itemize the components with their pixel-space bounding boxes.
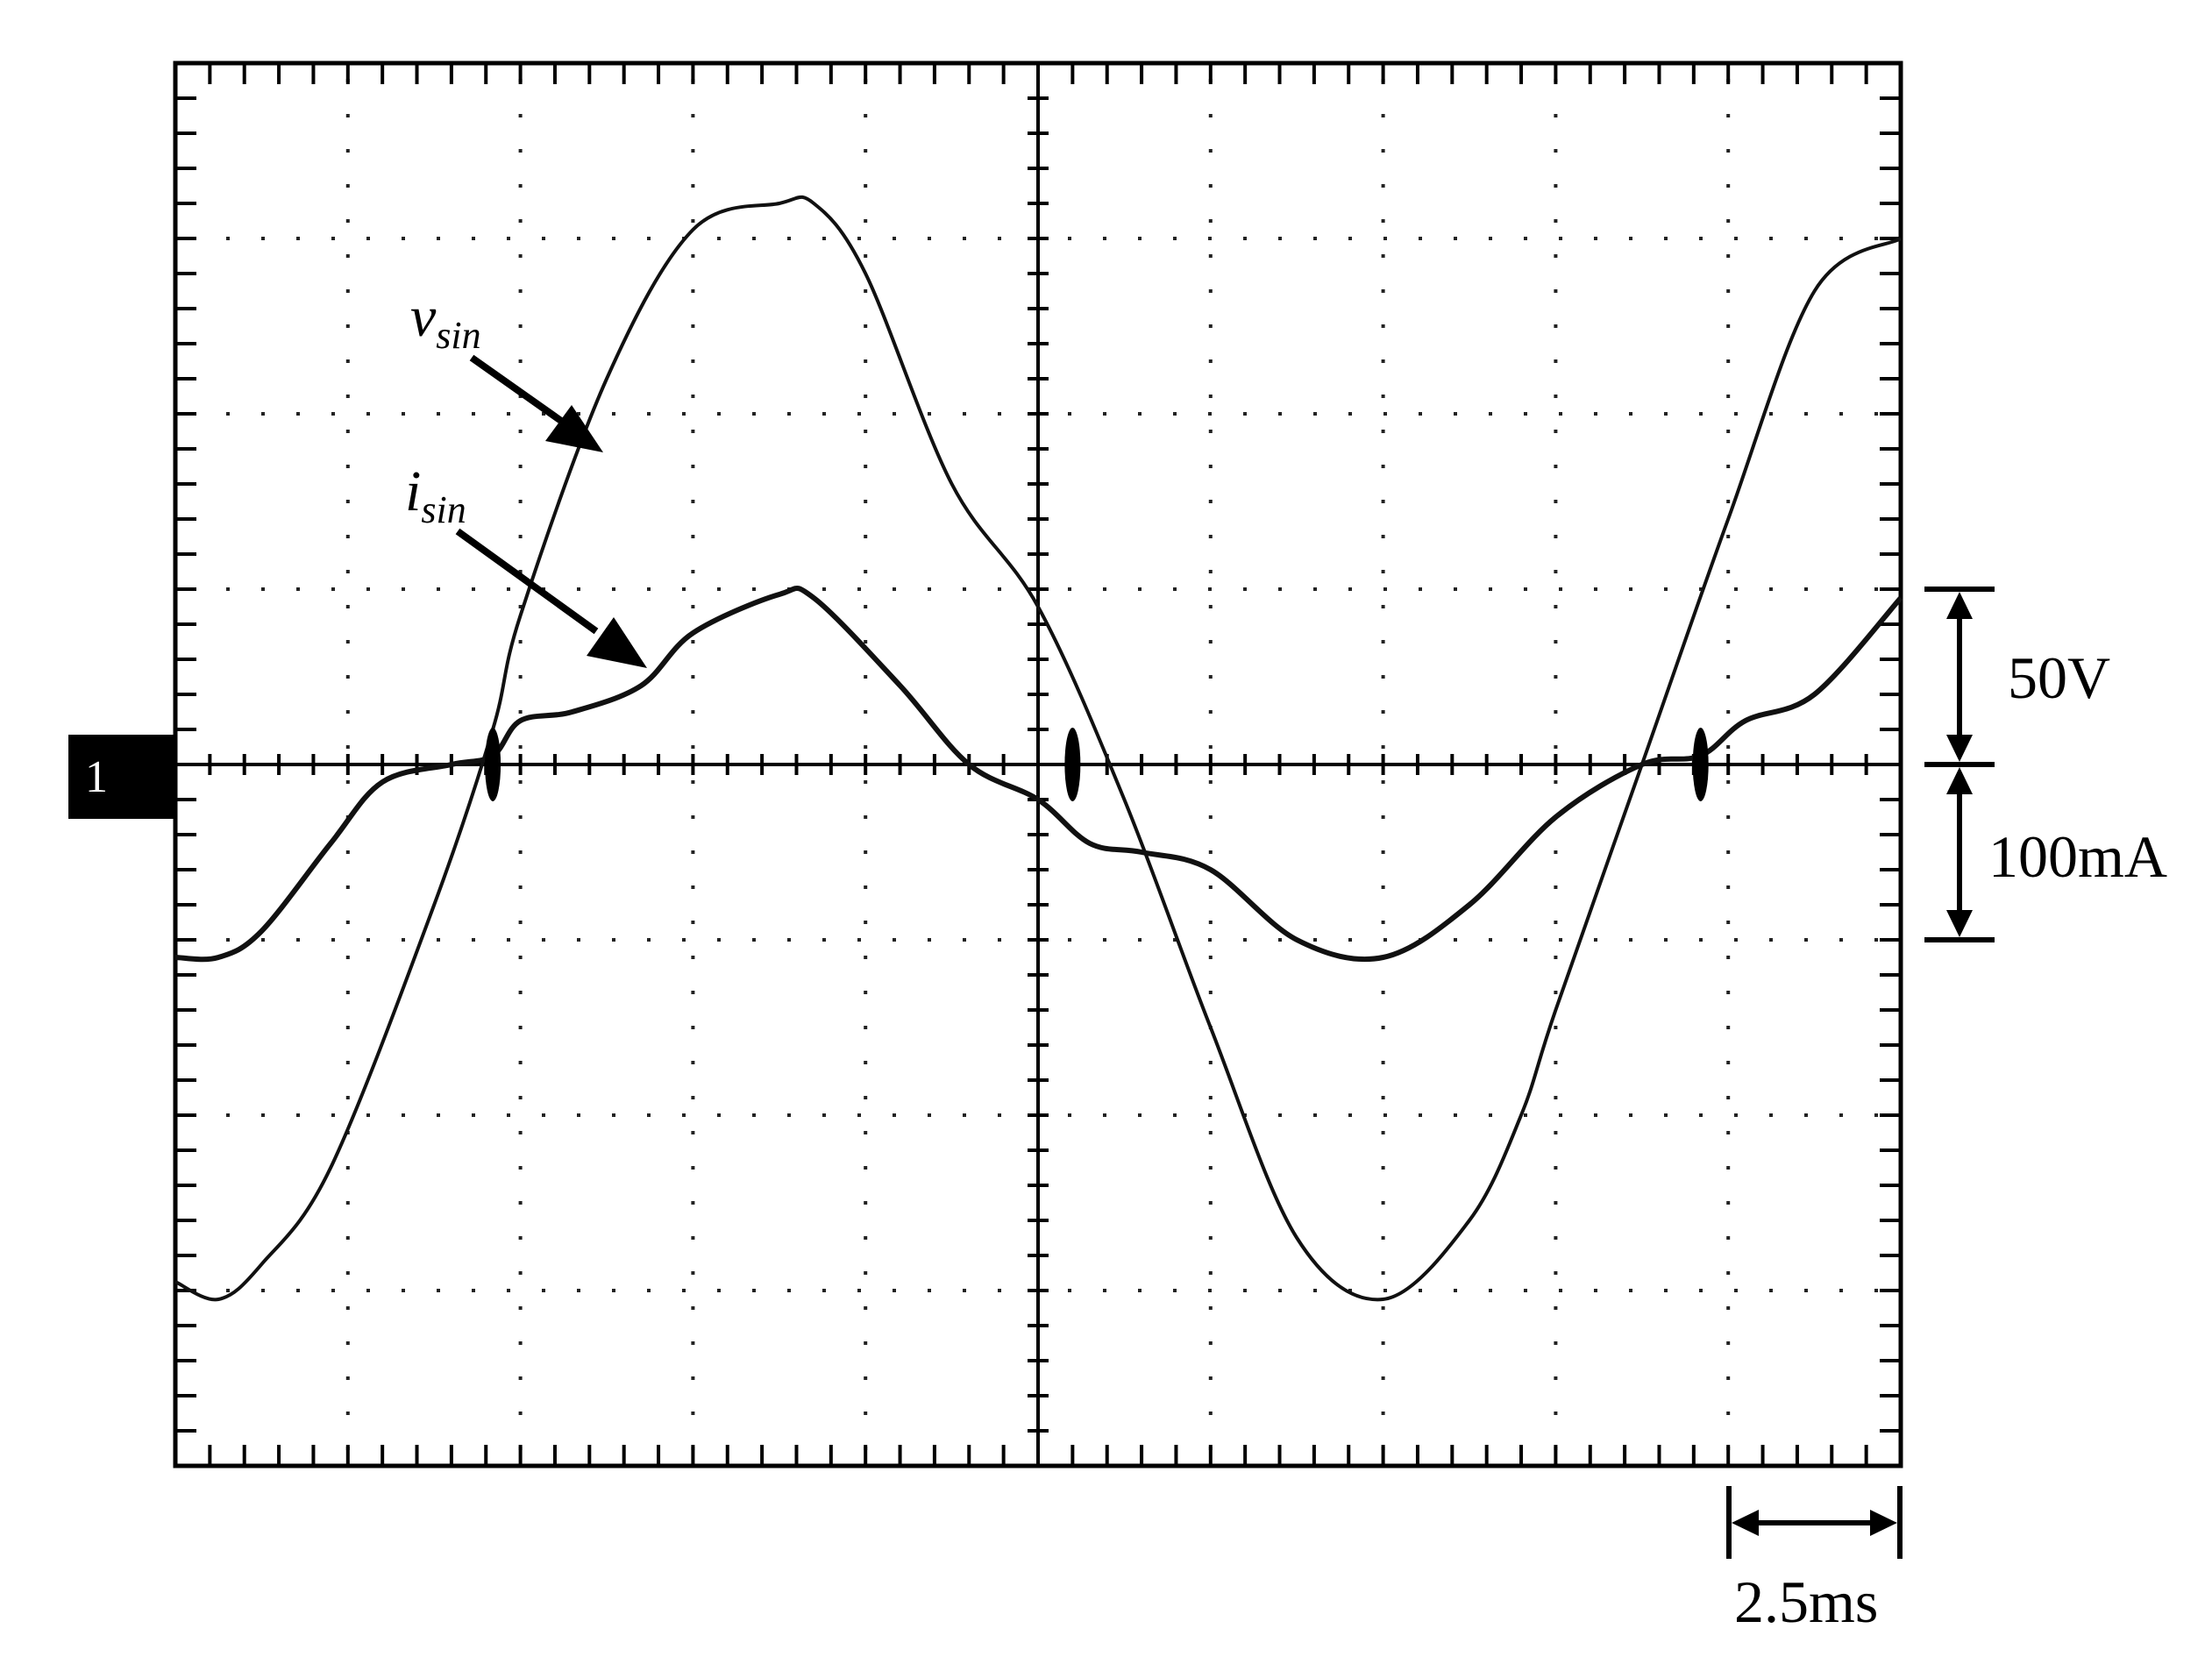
voltage-scale-label: 50V [2008,644,2110,711]
switching-spike [1692,728,1709,801]
svg-text:vsin: vsin [410,285,481,357]
i-arrow-shaft [455,528,599,635]
ground-marker-label: 1 [85,752,108,802]
v-arrow-shaft [469,354,564,424]
voltage-scale-bracket: 50V [1924,587,2110,767]
i-subscript: sin [421,488,466,531]
i-symbol: i [405,459,421,523]
time-scale-label: 2.5ms [1734,1568,1878,1635]
traces [174,195,1903,1302]
v-arrow-head [545,405,603,452]
series-label-v: vsin [410,285,603,452]
series-label-i: isin [405,459,647,668]
trace-i-sin [174,586,1903,963]
channel-ground-marker: 1 [68,735,177,819]
current-scale-label: 100mA [1988,823,2167,890]
switching-spike [1064,728,1081,801]
switching-spike [485,728,501,801]
v-symbol: v [410,285,437,349]
trace-v-sin [174,195,1903,1302]
current-scale-bracket: 100mA [1924,767,2167,942]
i-arrow-head [587,617,647,668]
svg-text:isin: isin [405,459,466,531]
time-scale-bracket: 2.5ms [1726,1486,1903,1635]
v-subscript: sin [436,314,480,357]
